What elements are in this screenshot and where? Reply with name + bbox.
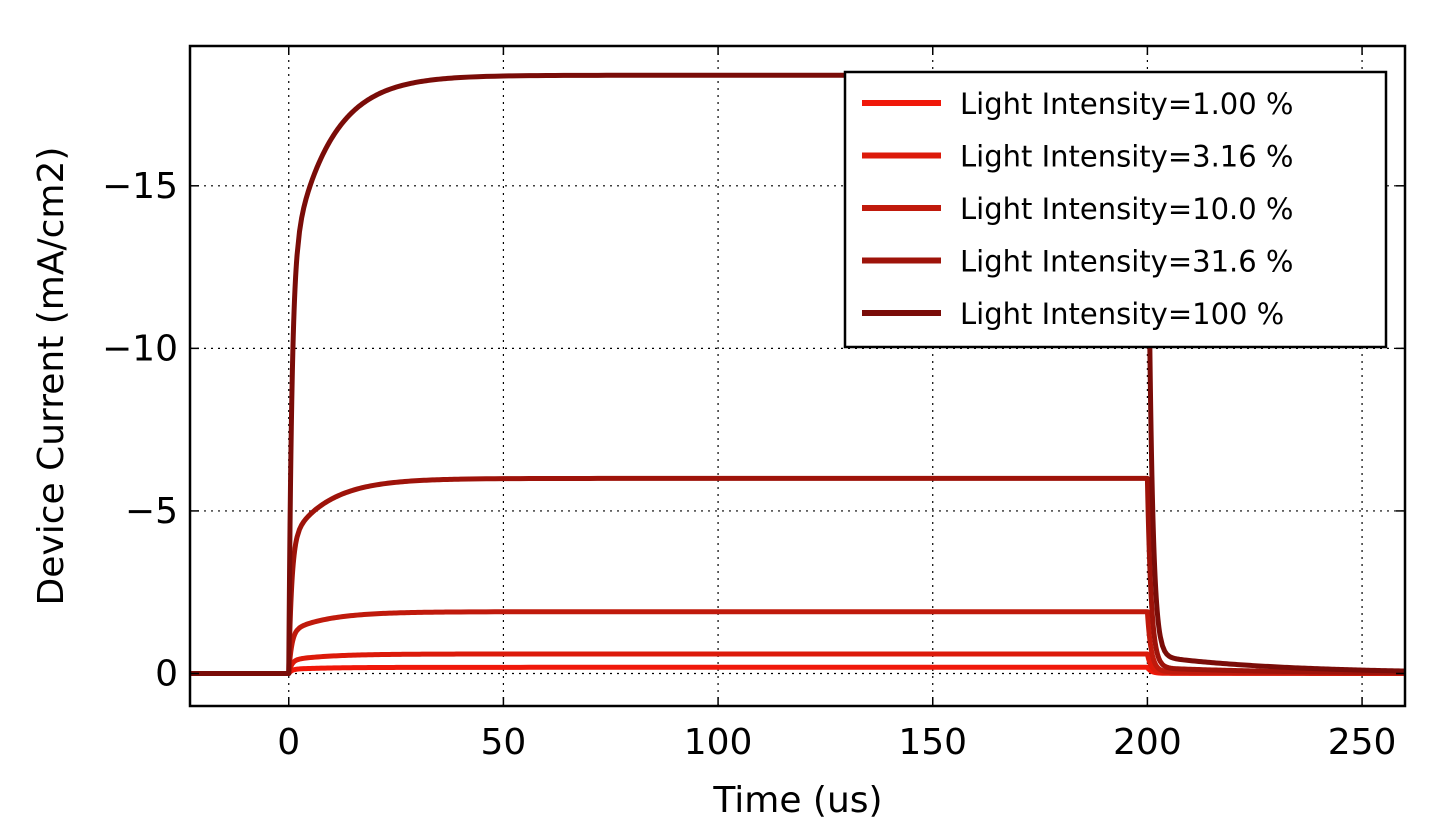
legend-label: Light Intensity=3.16 %	[960, 140, 1293, 174]
y-tick-label: −10	[102, 328, 178, 369]
x-axis-label: Time (us)	[712, 780, 882, 821]
legend-label: Light Intensity=31.6 %	[960, 245, 1293, 279]
y-tick-label: 0	[155, 653, 178, 694]
x-tick-label: 250	[1328, 722, 1397, 763]
x-tick-label: 0	[277, 722, 300, 763]
axis-ticks	[190, 46, 1405, 706]
y-tick-labels: 0 −5 −10 −15	[102, 166, 178, 695]
y-axis-label: Device Current (mA/cm2)	[31, 147, 72, 606]
x-tick-label: 150	[898, 722, 967, 763]
legend-label: Light Intensity=100 %	[960, 297, 1284, 331]
legend-label: Light Intensity=1.00 %	[960, 87, 1293, 121]
y-tick-label: −5	[125, 491, 178, 532]
grid-lines	[190, 46, 1405, 706]
plot-frame	[188, 44, 1407, 708]
x-tick-label: 200	[1113, 722, 1182, 763]
x-tick-label: 100	[684, 722, 753, 763]
legend: Light Intensity=1.00 % Light Intensity=3.…	[843, 70, 1388, 349]
legend-label: Light Intensity=10.0 %	[960, 192, 1293, 226]
x-tick-label: 50	[481, 722, 527, 763]
series-line	[190, 475, 1406, 676]
x-tick-labels: 0 50 100 150 200 250	[277, 722, 1396, 763]
y-tick-label: −15	[102, 166, 178, 207]
